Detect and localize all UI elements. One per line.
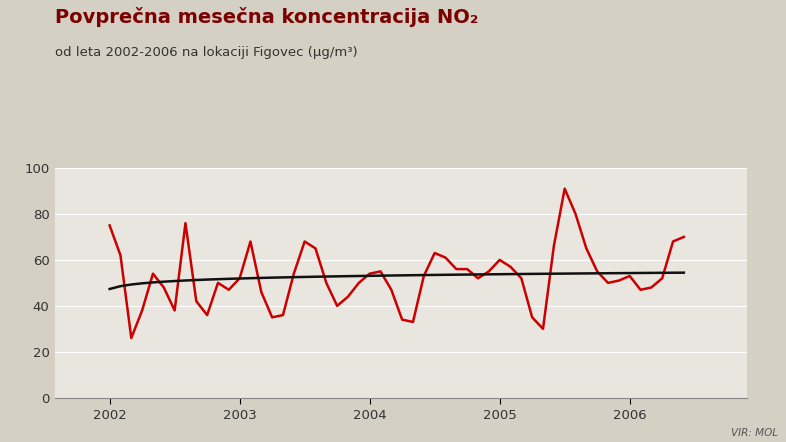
NO₂ xyxy=(462,267,472,272)
NO₂ xyxy=(332,303,342,309)
NO₂ xyxy=(213,280,222,286)
Logaritmično (NO₂) xyxy=(419,272,428,278)
Logaritmično (NO₂) xyxy=(203,277,212,282)
NO₂ xyxy=(430,250,439,255)
NO₂ xyxy=(127,335,136,341)
Line: NO₂: NO₂ xyxy=(109,189,684,338)
Logaritmično (NO₂) xyxy=(105,286,114,292)
Logaritmično (NO₂) xyxy=(495,271,505,277)
Line: Logaritmično (NO₂): Logaritmično (NO₂) xyxy=(109,273,684,289)
NO₂ xyxy=(452,267,461,272)
NO₂ xyxy=(505,264,515,270)
NO₂ xyxy=(679,234,689,240)
Logaritmično (NO₂) xyxy=(679,270,689,275)
NO₂ xyxy=(560,186,569,191)
Text: VIR: MOL: VIR: MOL xyxy=(731,427,778,438)
Text: Povprečna mesečna koncentracija NO₂: Povprečna mesečna koncentracija NO₂ xyxy=(55,7,479,27)
Logaritmično (NO₂) xyxy=(441,272,450,278)
NO₂ xyxy=(105,223,114,228)
Logaritmično (NO₂) xyxy=(452,272,461,277)
Logaritmično (NO₂) xyxy=(321,274,331,279)
Text: od leta 2002-2006 na lokaciji Figovec (μg/m³): od leta 2002-2006 na lokaciji Figovec (μ… xyxy=(55,46,358,59)
